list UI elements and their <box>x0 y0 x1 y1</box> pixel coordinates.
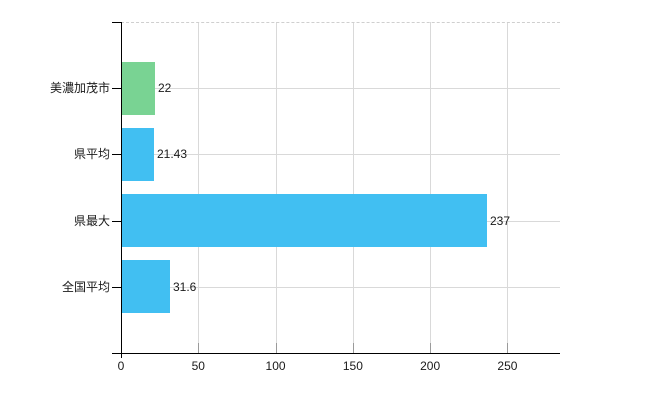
bar-value-label: 237 <box>490 214 511 228</box>
gridline-vertical <box>430 22 432 353</box>
gridline-horizontal <box>121 287 560 288</box>
gridline-vertical <box>275 22 277 353</box>
bar-value-label: 22 <box>158 81 172 95</box>
y-tick <box>112 154 121 155</box>
gridline-horizontal <box>121 88 560 89</box>
x-tick-label: 0 <box>117 359 125 373</box>
category-label-県平均: 県平均 <box>73 147 110 161</box>
x-axis-line <box>112 353 560 354</box>
x-tick-label: 250 <box>497 359 518 373</box>
y-tick <box>112 221 121 222</box>
y-axis-line <box>121 22 122 358</box>
gridline-vertical <box>198 22 200 353</box>
y-axis-end-tick <box>112 22 121 23</box>
y-tick <box>112 287 121 288</box>
bar-美濃加茂市 <box>121 62 155 115</box>
x-tick <box>430 343 432 353</box>
plot-top-border <box>121 22 560 23</box>
category-label-美濃加茂市: 美濃加茂市 <box>49 81 110 95</box>
x-tick-label: 50 <box>191 359 205 373</box>
bar-県最大 <box>121 194 487 247</box>
bar-全国平均 <box>121 260 170 313</box>
category-label-県最大: 県最大 <box>73 214 110 228</box>
x-tick <box>198 343 200 353</box>
gridline-vertical <box>507 22 509 353</box>
bar-value-label: 21.43 <box>157 147 188 161</box>
x-tick-label: 200 <box>420 359 441 373</box>
bar-県平均 <box>121 128 154 181</box>
x-tick-label: 150 <box>342 359 363 373</box>
x-tick <box>352 343 354 353</box>
y-tick <box>112 88 121 89</box>
bar-value-label: 31.6 <box>173 280 197 294</box>
gridline-horizontal <box>121 154 560 155</box>
x-tick <box>275 343 277 353</box>
gridline-vertical <box>352 22 354 353</box>
category-label-全国平均: 全国平均 <box>61 280 110 294</box>
x-tick-label: 100 <box>265 359 286 373</box>
x-tick <box>507 343 509 353</box>
